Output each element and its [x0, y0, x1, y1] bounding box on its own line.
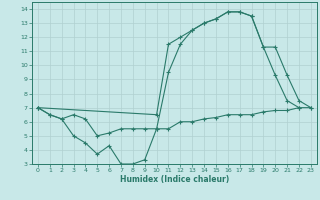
X-axis label: Humidex (Indice chaleur): Humidex (Indice chaleur): [120, 175, 229, 184]
